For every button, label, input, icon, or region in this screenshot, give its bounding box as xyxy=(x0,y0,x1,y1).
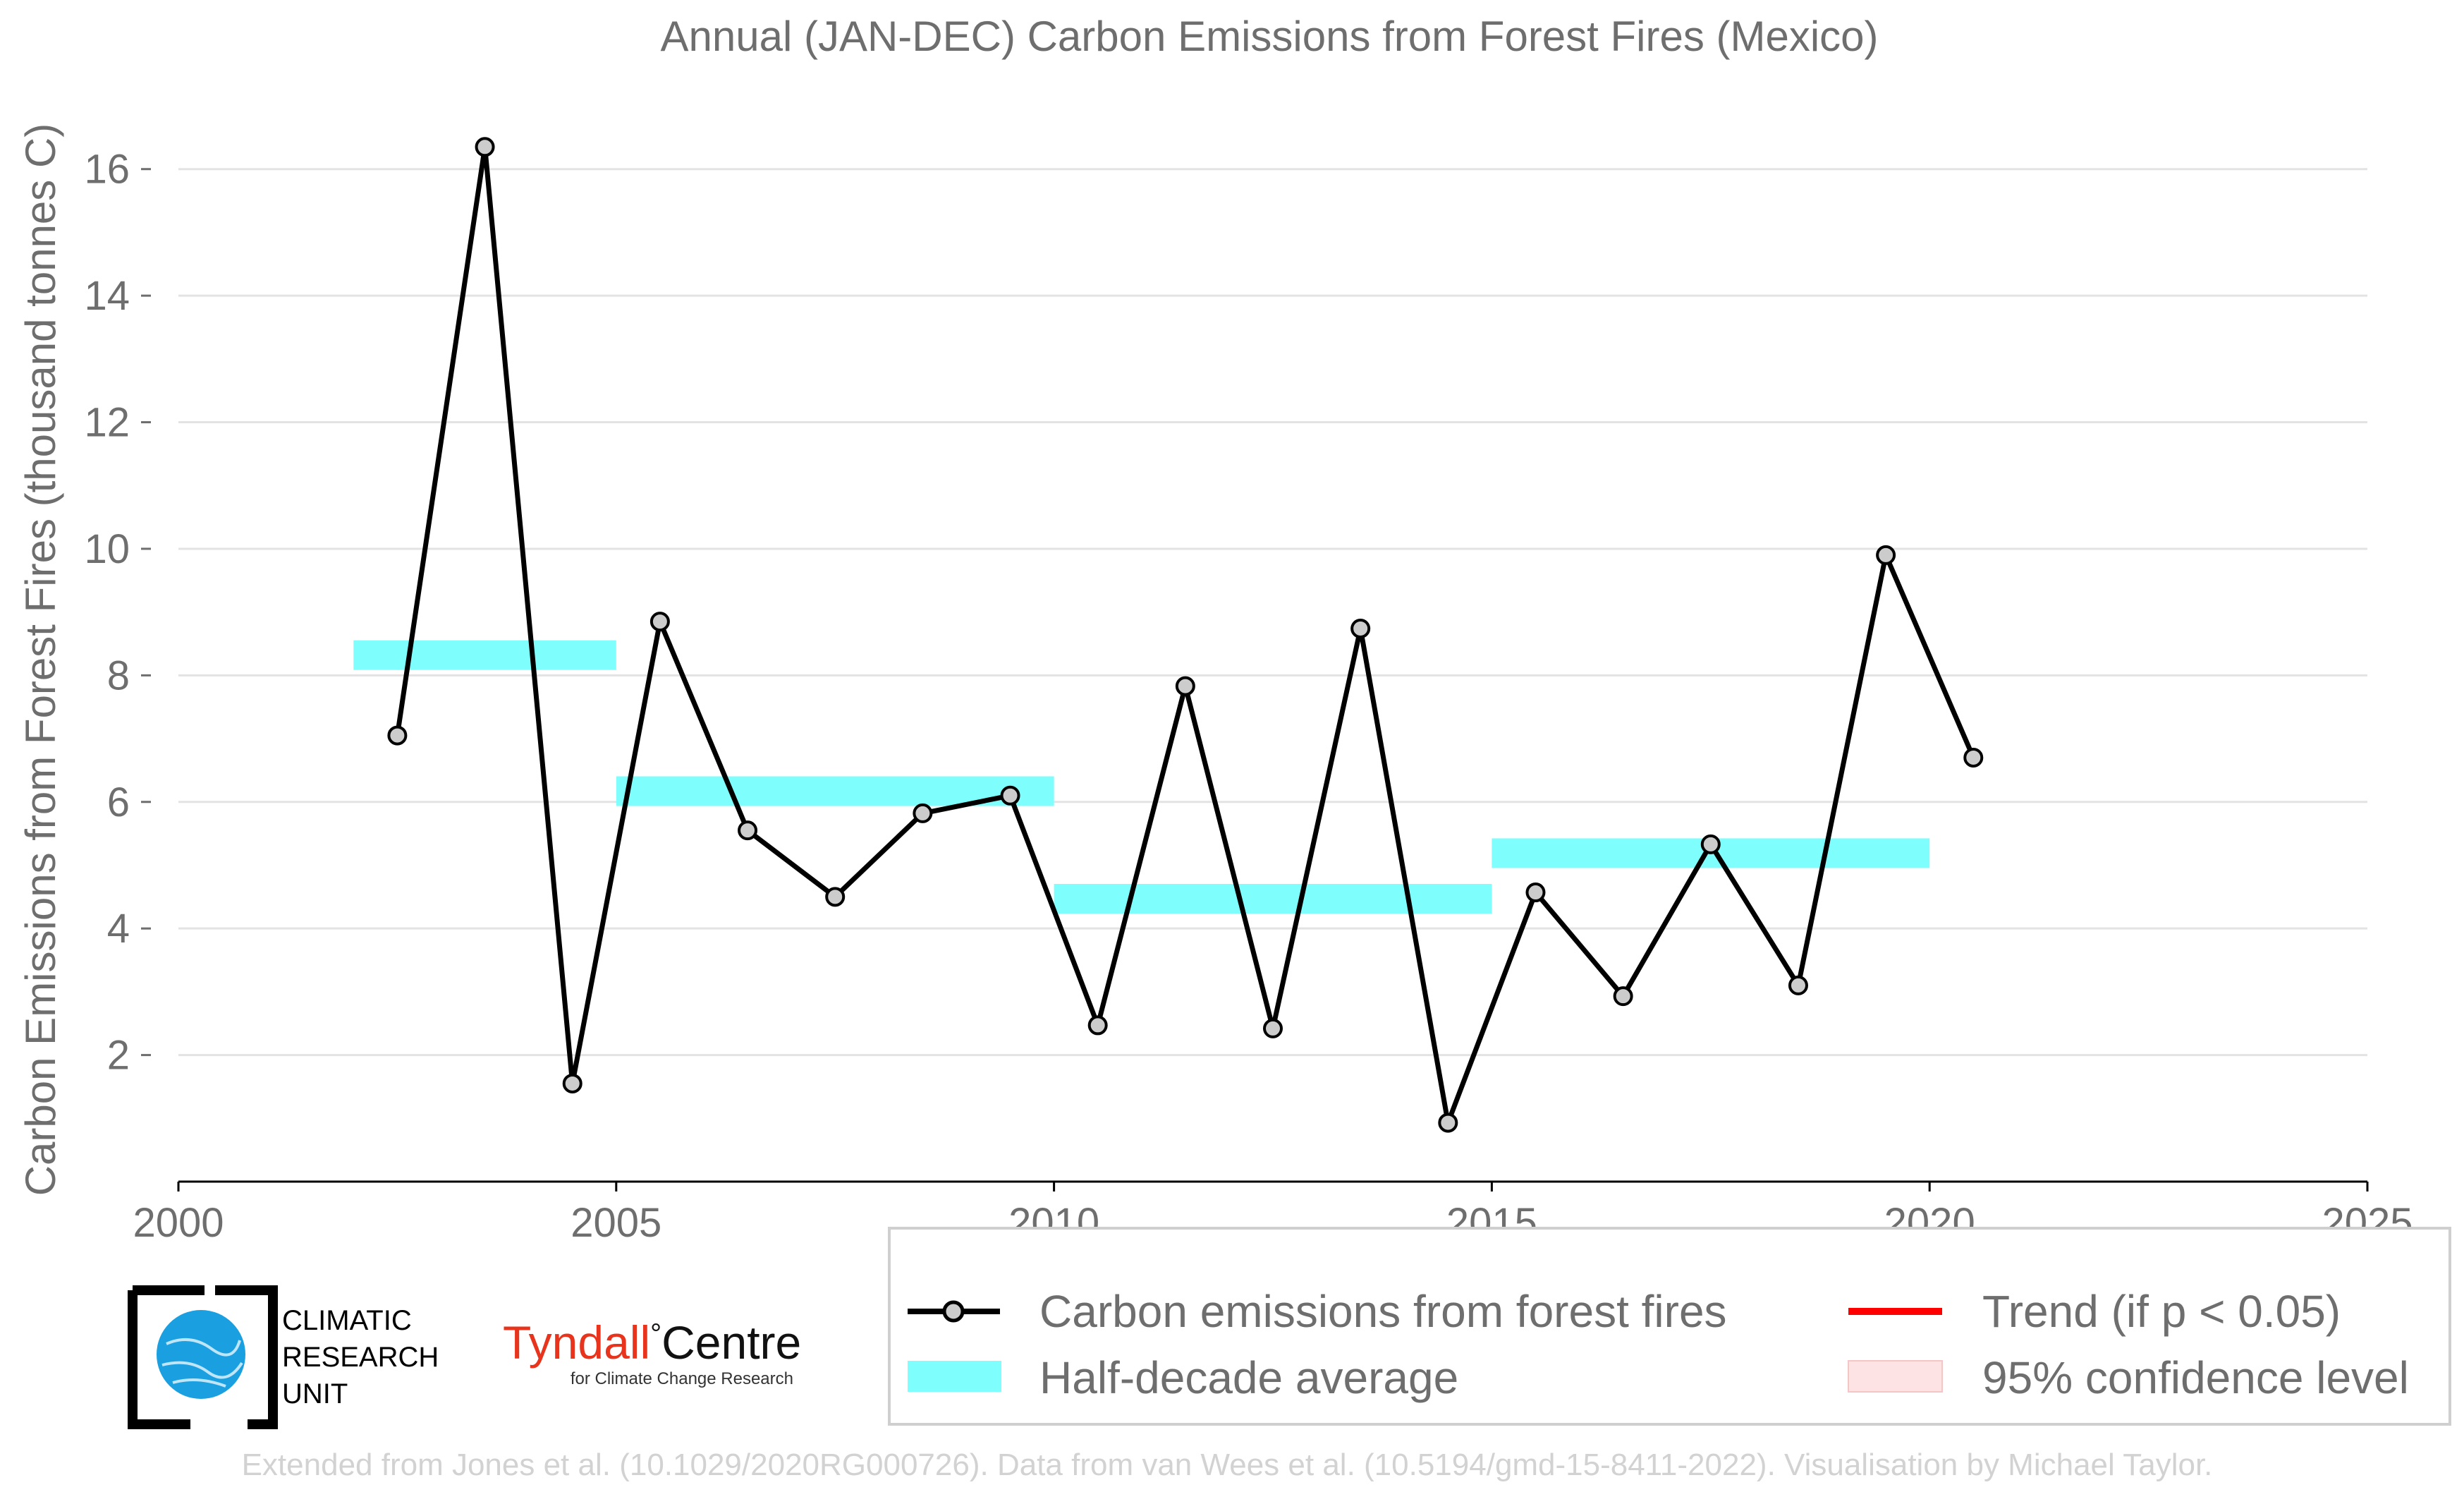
emissions-point xyxy=(825,887,846,907)
emissions-point xyxy=(1876,545,1896,565)
legend-label-trend: Trend (if p < 0.05) xyxy=(1982,1286,2341,1337)
gridlines xyxy=(178,168,2367,1057)
emissions-point xyxy=(1438,1112,1458,1133)
y-axis-label: Carbon Emissions from Forest Fires (thou… xyxy=(17,123,64,1196)
y-tick-label: 8 xyxy=(107,653,130,698)
emissions-point xyxy=(475,137,495,157)
emissions-point xyxy=(1263,1018,1283,1038)
tyndall-centre: Centre xyxy=(661,1316,801,1369)
y-tick-label: 2 xyxy=(107,1033,130,1079)
x-tick-label: 2005 xyxy=(571,1200,661,1246)
credit-line: Extended from Jones et al. (10.1029/2020… xyxy=(242,1448,2213,1482)
legend-frame xyxy=(888,1227,2451,1426)
emissions-line xyxy=(394,144,1976,1126)
tyndall-subtitle: for Climate Change Research xyxy=(571,1369,793,1388)
tyndall-word: Tyndall xyxy=(503,1316,650,1369)
emissions-point xyxy=(649,612,670,632)
half-decade-band xyxy=(1054,884,1492,914)
emissions-point xyxy=(562,1073,583,1093)
legend-label-emissions: Carbon emissions from forest fires xyxy=(1039,1286,1727,1337)
legend: Carbon emissions from forest fires Trend… xyxy=(888,1227,2451,1426)
legend-label-half-decade: Half-decade average xyxy=(1039,1352,1458,1403)
legend-patch-confidence xyxy=(1848,1360,1943,1393)
legend-patch-half-decade xyxy=(908,1361,1001,1392)
chart-title: Annual (JAN-DEC) Carbon Emissions from F… xyxy=(660,13,1878,60)
emissions-point xyxy=(1350,618,1371,638)
svg-text:Tyndall°Centre: Tyndall°Centre xyxy=(503,1316,801,1369)
y-tick-label: 10 xyxy=(84,526,130,572)
cru-line-1: CLIMATIC xyxy=(282,1305,412,1336)
y-tick-label: 4 xyxy=(107,906,130,952)
emissions-point xyxy=(1963,747,1984,768)
cru-line-3: UNIT xyxy=(282,1378,348,1409)
emissions-point xyxy=(1788,975,1808,995)
emissions-point xyxy=(1613,986,1633,1007)
x-tick-label: 2000 xyxy=(133,1200,224,1246)
tyndall-logo: Tyndall°Centre for Climate Change Resear… xyxy=(503,1316,801,1388)
emissions-point xyxy=(1175,676,1195,696)
emissions-point xyxy=(738,820,758,841)
tyndall-degree: ° xyxy=(650,1318,661,1350)
emissions-point xyxy=(1087,1015,1108,1036)
half-decade-band xyxy=(353,640,616,670)
emissions-point xyxy=(387,725,408,746)
y-tick-label: 12 xyxy=(84,400,130,446)
emissions-point xyxy=(1700,834,1721,854)
emissions-point xyxy=(913,803,933,823)
emissions-point xyxy=(1525,883,1546,903)
y-tick-label: 16 xyxy=(84,147,130,193)
y-tick-label: 14 xyxy=(84,273,130,319)
emissions-series xyxy=(387,137,1984,1133)
cru-logo: CLIMATIC RESEARCH UNIT xyxy=(128,1285,439,1429)
legend-marker-emissions xyxy=(942,1300,965,1323)
legend-label-confidence: 95% confidence level xyxy=(1982,1352,2409,1403)
emissions-point xyxy=(1000,785,1020,806)
cru-line-2: RESEARCH xyxy=(282,1342,439,1373)
y-tick-label: 6 xyxy=(107,780,130,825)
